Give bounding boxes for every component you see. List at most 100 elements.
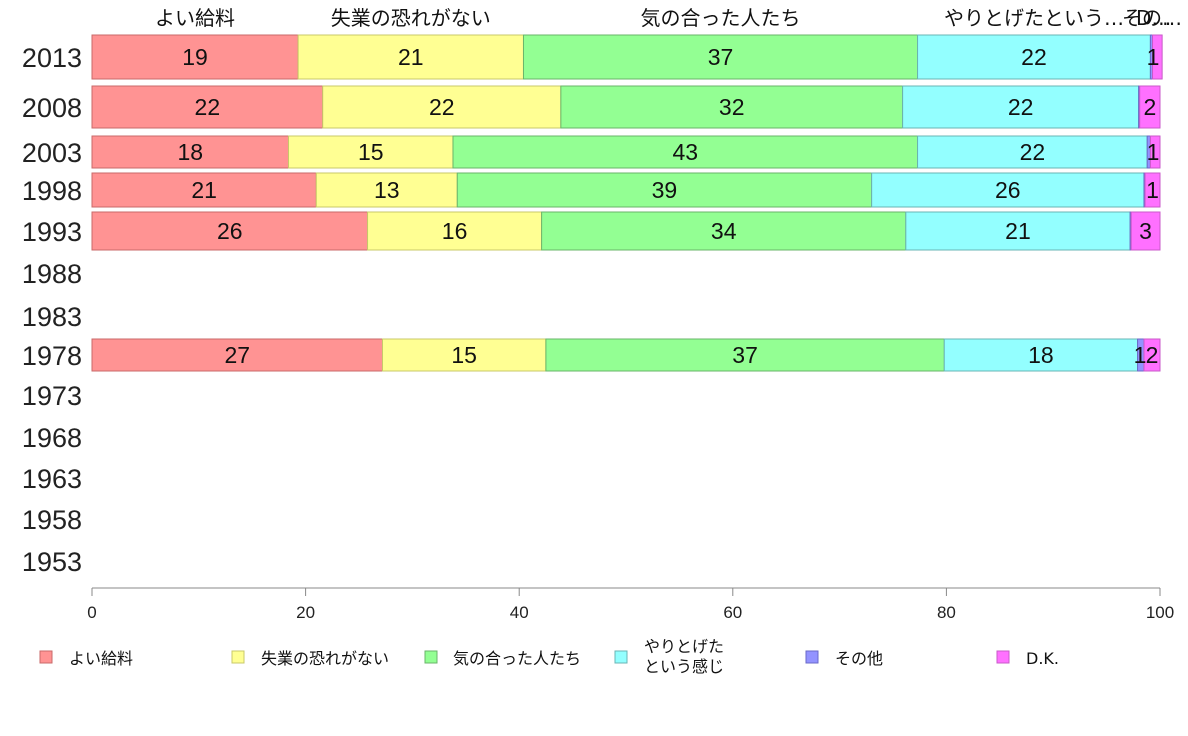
value-label-2013-series-3: 22	[1021, 44, 1047, 70]
y-label-1953: 1953	[22, 547, 82, 577]
top-label-0: よい給料	[155, 6, 235, 30]
bar-2003-series-3	[917, 135, 1148, 169]
x-tick-label-20: 20	[296, 603, 315, 622]
top-label-5: D…	[1136, 6, 1171, 30]
y-label-1988: 1988	[22, 259, 82, 289]
bar-1993-series-5	[1130, 211, 1161, 251]
bar-1998-series-0	[91, 172, 317, 208]
x-tick-label-60: 60	[723, 603, 742, 622]
value-label-2003-series-3: 22	[1020, 139, 1046, 165]
x-tick-label-0: 0	[87, 603, 96, 622]
value-label-1993-series-0: 26	[217, 218, 243, 244]
legend-swatch-2	[424, 650, 438, 664]
value-label-1998-series-2: 39	[652, 177, 678, 203]
bar-1993-series-1	[367, 211, 543, 251]
bar-1998-series-5	[1144, 172, 1161, 208]
legend-swatch-5	[996, 650, 1010, 664]
legend-label-5: D.K.	[1026, 649, 1059, 668]
bar-1978-series-3	[943, 338, 1139, 372]
value-label-1998-series-3: 26	[995, 177, 1021, 203]
x-tick-label-100: 100	[1146, 603, 1174, 622]
value-label-1993-series-1: 16	[442, 218, 468, 244]
y-label-1998: 1998	[22, 176, 82, 206]
y-axis-labels: 2013 2008 2003 1998 1993 1988 1983 1978 1973 1968…	[22, 43, 82, 577]
legend-swatch-3	[614, 650, 628, 664]
bar-2013-series-3	[917, 34, 1151, 80]
bar-1998-series-3	[871, 172, 1145, 208]
value-label-2008-series-0: 22	[195, 94, 221, 120]
value-label-2003-series-2: 43	[672, 139, 698, 165]
legend-label-1: 失業の恐れがない	[261, 649, 389, 668]
bar-1998-series-2	[456, 172, 873, 208]
top-label-2: 気の合った人たち	[641, 6, 801, 30]
bar-1978-series-0	[91, 338, 383, 372]
value-label-1993-series-5: 3	[1139, 218, 1152, 244]
y-label-1973: 1973	[22, 381, 82, 411]
bar-1978-series-2	[545, 338, 945, 372]
y-label-1963: 1963	[22, 464, 82, 494]
value-label-1998-series-5: 1	[1146, 177, 1159, 203]
x-axis: 0 20 40 60 80 100	[87, 587, 1174, 622]
bar-2008-series-1	[322, 85, 562, 129]
bar-1978-series-5	[1143, 338, 1161, 372]
value-label-1998-series-1: 13	[374, 177, 400, 203]
value-label-2003-series-1: 15	[358, 139, 384, 165]
bar-2003-series-1	[288, 135, 454, 169]
value-label-1978-series-1: 15	[451, 342, 477, 368]
bar-1993-series-3	[905, 211, 1131, 251]
bar-2013-series-5	[1152, 34, 1163, 80]
value-label-2013-series-2: 37	[708, 44, 734, 70]
y-label-1968: 1968	[22, 423, 82, 453]
bar-2008-series-3	[902, 85, 1140, 129]
value-label-1978-series-3: 18	[1028, 342, 1054, 368]
bar-2013-series-1	[297, 34, 524, 80]
top-category-labels: よい給料 失業の恐れがない 気の合った人たち やりとげたという…その…D…	[155, 6, 1182, 30]
legend-label-3: やりとげたという感じ	[644, 637, 724, 676]
y-label-2013: 2013	[22, 43, 82, 73]
value-label-1978-series-0: 27	[224, 342, 250, 368]
bar-2013-series-2	[522, 34, 919, 80]
value-label-2013-series-0: 19	[182, 44, 208, 70]
bar-2003-series-2	[452, 135, 919, 169]
legend: よい給料 失業の恐れがない 気の合った人たち やりとげたという感じ その他 D.K.	[39, 637, 1059, 676]
value-label-1993-series-3: 21	[1005, 218, 1031, 244]
value-label-2013-series-1: 21	[398, 44, 424, 70]
value-label-2003-series-5: 1	[1147, 139, 1160, 165]
value-label-1978-series-4: 1	[1134, 342, 1147, 368]
value-label-1993-series-2: 34	[711, 218, 737, 244]
legend-swatch-4	[805, 650, 819, 664]
y-label-1993: 1993	[22, 217, 82, 247]
x-tick-label-40: 40	[510, 603, 529, 622]
legend-label-2: 気の合った人たち	[453, 649, 581, 668]
legend-label-0: よい給料	[69, 649, 133, 668]
value-label-2003-series-0: 18	[177, 139, 203, 165]
y-label-1958: 1958	[22, 505, 82, 535]
value-label-1998-series-0: 21	[191, 177, 217, 203]
value-label-2008-series-2: 32	[719, 94, 745, 120]
bar-2003-series-5	[1149, 135, 1161, 169]
top-label-4: その…	[1122, 6, 1182, 30]
bar-2008-series-2	[560, 85, 904, 129]
value-label-2013-series-5: 1	[1147, 44, 1160, 70]
legend-swatch-1	[231, 650, 245, 664]
bar-2003-series-0	[91, 135, 290, 169]
top-label-3: やりとげたという…	[944, 6, 1124, 30]
legend-label-4: その他	[835, 649, 883, 668]
bar-2008-series-0	[91, 85, 324, 129]
y-label-1983: 1983	[22, 302, 82, 332]
x-tick-label-80: 80	[937, 603, 956, 622]
value-label-2008-series-3: 22	[1008, 94, 1034, 120]
bar-2013-series-0	[91, 34, 299, 80]
value-label-2008-series-5: 2	[1143, 94, 1156, 120]
y-label-2008: 2008	[22, 93, 82, 123]
value-label-1978-series-2: 37	[732, 342, 758, 368]
bars: 19 21 37 22 122 22 32 22 218 15 43 22 121 13 39 26 126 16…	[91, 34, 1163, 372]
y-label-2003: 2003	[22, 138, 82, 168]
bar-2008-series-5	[1139, 85, 1161, 129]
top-label-1: 失業の恐れがない	[331, 6, 491, 30]
value-label-2008-series-1: 22	[429, 94, 455, 120]
value-label-1978-series-5: 2	[1146, 342, 1159, 368]
y-label-1978: 1978	[22, 341, 82, 371]
bar-1998-series-1	[315, 172, 458, 208]
legend-swatch-0	[39, 650, 53, 664]
